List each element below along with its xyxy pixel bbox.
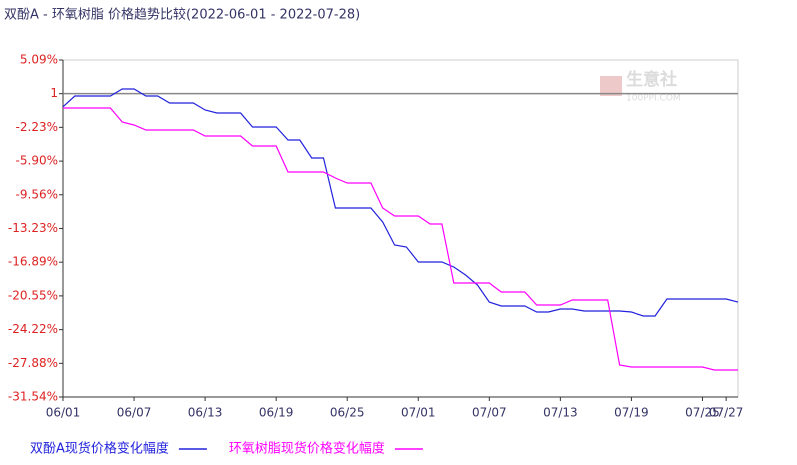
x-tick-label: 06/01 xyxy=(46,406,81,420)
y-tick-label: -13.23% xyxy=(8,221,58,235)
y-tick-label: -20.55% xyxy=(8,288,58,302)
y-tick-label: -9.56% xyxy=(16,187,58,201)
x-tick-label: 07/13 xyxy=(543,406,578,420)
x-tick-label: 07/01 xyxy=(401,406,436,420)
x-tick-label: 07/19 xyxy=(614,406,649,420)
x-tick-label: 06/07 xyxy=(117,406,152,420)
plot-frame xyxy=(62,59,739,398)
y-tick-label: 1 xyxy=(50,86,58,100)
x-tick-label: 07/25 xyxy=(685,406,720,420)
chart-title: 双酚A - 环氧树脂 价格趋势比较(2022-06-01 - 2022-07-2… xyxy=(4,7,360,23)
y-tick-label: -27.88% xyxy=(8,356,58,370)
y-tick-label: -2.23% xyxy=(16,120,58,134)
y-tick-label: -31.54% xyxy=(8,390,58,404)
watermark-icon xyxy=(600,76,622,96)
y-tick-label: -24.22% xyxy=(8,322,58,336)
y-tick-label: 5.09% xyxy=(20,53,58,67)
y-tick-label: -16.89% xyxy=(8,255,58,269)
watermark-sub: 100PPI.COM xyxy=(626,94,681,104)
x-tick-label: 07/07 xyxy=(472,406,507,420)
x-tick-label: 07/27 xyxy=(709,406,744,420)
legend-label: 环氧树脂现货价格变化幅度 xyxy=(229,441,385,457)
watermark: 生意社 100PPI.COM xyxy=(600,69,681,104)
legend-label: 双酚A现货价格变化幅度 xyxy=(30,441,169,457)
series-line xyxy=(63,107,738,371)
x-tick-label: 06/19 xyxy=(259,406,294,420)
x-tick-label: 06/13 xyxy=(188,406,223,420)
series-line xyxy=(62,88,739,317)
x-tick-label: 06/25 xyxy=(330,406,365,420)
watermark-text: 生意社 xyxy=(626,69,677,90)
y-tick-label: -5.90% xyxy=(16,154,58,168)
